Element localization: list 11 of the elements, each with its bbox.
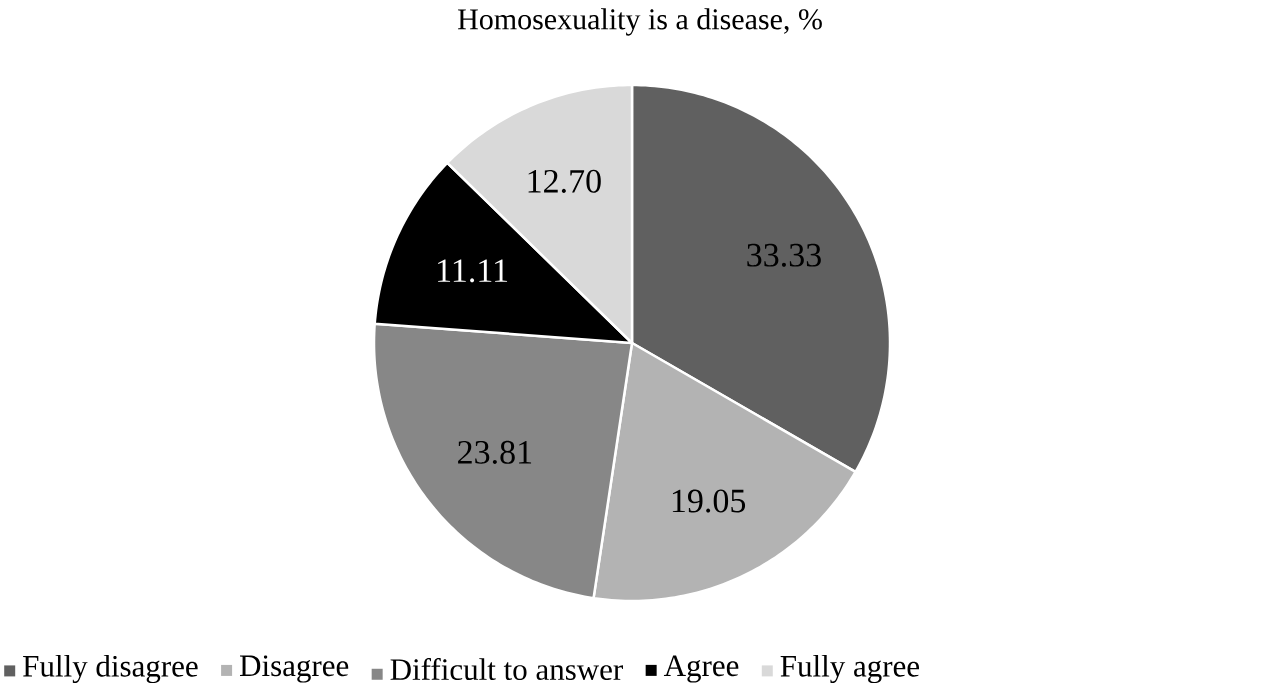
data-label: 19.05 bbox=[672, 489, 746, 513]
data-label: 12.70 bbox=[528, 169, 601, 193]
data-label: 11.11 bbox=[438, 259, 508, 283]
legend-label: Disagree bbox=[239, 655, 349, 683]
data-label: 23.81 bbox=[458, 440, 532, 464]
chart-title: Homosexuality is a disease, % bbox=[457, 8, 822, 36]
legend-label: Fully agree bbox=[780, 654, 920, 684]
data-label: 33.33 bbox=[747, 243, 821, 267]
legend-label: Fully disagree bbox=[23, 654, 198, 684]
legend-label: Difficult to answer bbox=[390, 657, 623, 681]
legend-label: Agree bbox=[663, 655, 739, 683]
